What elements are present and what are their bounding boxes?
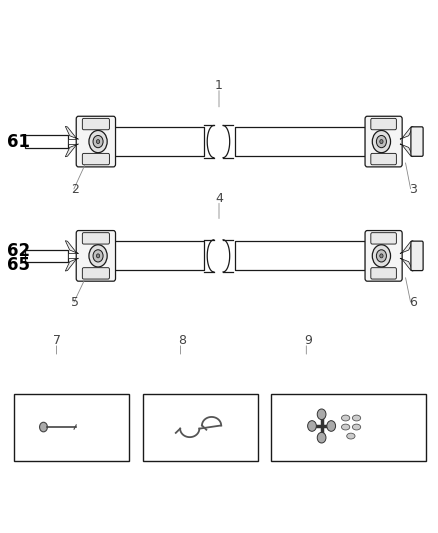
Bar [235,127,365,156]
Circle shape [376,250,386,262]
Text: 61: 61 [7,133,30,150]
FancyBboxPatch shape [82,233,110,244]
FancyBboxPatch shape [82,268,110,279]
Bar [68,139,77,144]
Bar [235,241,365,270]
FancyBboxPatch shape [371,118,396,130]
Circle shape [96,140,100,143]
Text: 62: 62 [7,241,30,260]
FancyBboxPatch shape [371,154,396,165]
Ellipse shape [347,433,355,439]
Text: 5: 5 [71,296,79,309]
FancyBboxPatch shape [365,116,402,167]
Bar [68,253,77,259]
Polygon shape [65,258,78,271]
Circle shape [93,250,103,262]
Text: 1: 1 [215,79,223,92]
FancyBboxPatch shape [76,116,116,167]
Circle shape [307,421,316,431]
FancyBboxPatch shape [371,233,396,244]
Ellipse shape [342,424,350,430]
Circle shape [327,421,336,431]
Text: 3: 3 [410,183,417,196]
Ellipse shape [342,415,350,421]
Text: 8: 8 [178,334,186,348]
FancyBboxPatch shape [371,268,396,279]
Polygon shape [65,144,78,157]
Circle shape [317,432,326,443]
Bar [113,127,204,156]
Circle shape [89,245,107,267]
Text: 9: 9 [304,334,312,348]
Circle shape [380,140,383,143]
FancyBboxPatch shape [76,231,116,281]
Polygon shape [400,241,413,254]
Bar [113,241,204,270]
Text: 6: 6 [410,296,417,309]
Text: 4: 4 [215,192,223,205]
Bar [25,250,68,262]
Circle shape [89,131,107,152]
Circle shape [376,135,386,148]
Circle shape [372,245,391,267]
Text: 7: 7 [53,334,61,348]
Polygon shape [400,126,413,139]
Circle shape [96,254,100,258]
Circle shape [380,254,383,258]
Circle shape [372,131,391,152]
FancyBboxPatch shape [365,231,402,281]
Polygon shape [400,258,413,271]
Ellipse shape [353,415,360,421]
Polygon shape [65,241,78,254]
Circle shape [39,422,47,432]
FancyBboxPatch shape [411,241,423,271]
FancyBboxPatch shape [411,127,423,156]
Text: 2: 2 [71,183,79,196]
FancyBboxPatch shape [82,118,110,130]
Bar [272,394,426,461]
Bar [25,135,68,148]
Polygon shape [65,126,78,139]
FancyBboxPatch shape [82,154,110,165]
Polygon shape [400,144,413,157]
Circle shape [317,409,326,419]
Bar [143,394,258,461]
Circle shape [93,135,103,148]
Ellipse shape [353,424,360,430]
Bar [14,394,130,461]
Text: 65: 65 [7,256,30,274]
